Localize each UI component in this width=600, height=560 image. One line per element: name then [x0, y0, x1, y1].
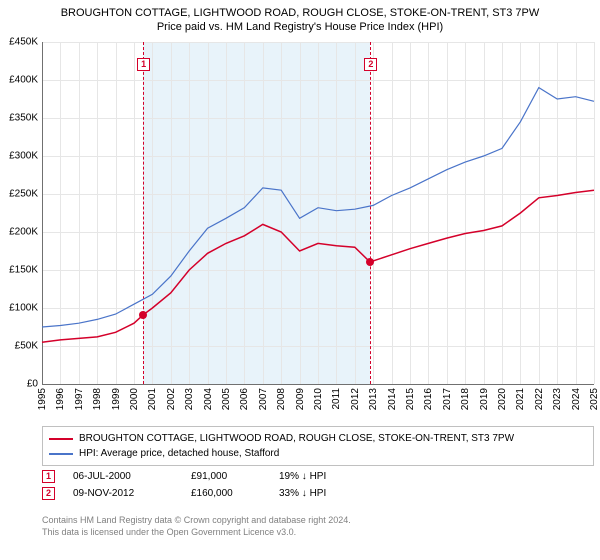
y-tick-label: £450K: [2, 37, 38, 48]
x-tick-label: 2002: [166, 388, 177, 410]
y-tick-label: £50K: [2, 341, 38, 352]
y-tick-label: £350K: [2, 113, 38, 124]
x-tick-label: 2017: [442, 388, 453, 410]
x-tick-label: 2000: [129, 388, 140, 410]
x-tick-label: 2015: [405, 388, 416, 410]
x-tick-label: 2003: [184, 388, 195, 410]
y-tick-label: £150K: [2, 265, 38, 276]
sales-date: 09-NOV-2012: [73, 488, 173, 499]
footer-line1: Contains HM Land Registry data © Crown c…: [42, 514, 351, 526]
x-tick-label: 1996: [55, 388, 66, 410]
sales-diff: 19% ↓ HPI: [279, 471, 359, 482]
x-tick-label: 1995: [37, 388, 48, 410]
sales-date: 06-JUL-2000: [73, 471, 173, 482]
x-tick-label: 2013: [368, 388, 379, 410]
x-tick-label: 2014: [387, 388, 398, 410]
sales-row: 2 09-NOV-2012 £160,000 33% ↓ HPI: [42, 485, 359, 502]
x-tick-label: 2007: [258, 388, 269, 410]
x-tick-label: 2001: [147, 388, 158, 410]
x-tick-label: 2024: [571, 388, 582, 410]
chart-footer: Contains HM Land Registry data © Crown c…: [42, 514, 351, 538]
x-tick-label: 1999: [111, 388, 122, 410]
series-line-hpi: [42, 88, 594, 327]
chart-legend: BROUGHTON COTTAGE, LIGHTWOOD ROAD, ROUGH…: [42, 426, 594, 466]
x-tick-label: 2009: [295, 388, 306, 410]
sales-price: £160,000: [191, 488, 261, 499]
x-tick-label: 2019: [479, 388, 490, 410]
chart-container: BROUGHTON COTTAGE, LIGHTWOOD ROAD, ROUGH…: [0, 0, 600, 560]
x-axis-line: [42, 384, 594, 385]
chart-plot-area: £0£50K£100K£150K£200K£250K£300K£350K£400…: [42, 42, 594, 384]
y-tick-label: £200K: [2, 227, 38, 238]
x-tick-label: 2010: [313, 388, 324, 410]
chart-lines-svg: [42, 42, 594, 384]
x-tick-label: 2006: [239, 388, 250, 410]
x-tick-label: 2004: [203, 388, 214, 410]
x-tick-label: 2018: [460, 388, 471, 410]
x-tick-label: 1998: [92, 388, 103, 410]
x-tick-label: 2011: [331, 388, 342, 410]
chart-title: BROUGHTON COTTAGE, LIGHTWOOD ROAD, ROUGH…: [0, 0, 600, 21]
x-tick-label: 2022: [534, 388, 545, 410]
x-tick-label: 2021: [515, 388, 526, 410]
legend-label: BROUGHTON COTTAGE, LIGHTWOOD ROAD, ROUGH…: [79, 431, 514, 446]
sales-badge: 2: [42, 487, 55, 500]
y-tick-label: £100K: [2, 303, 38, 314]
gridline-v: [594, 42, 595, 384]
y-tick-label: £300K: [2, 151, 38, 162]
y-tick-label: £400K: [2, 75, 38, 86]
x-tick-label: 2008: [276, 388, 287, 410]
sales-price: £91,000: [191, 471, 261, 482]
legend-swatch: [49, 453, 73, 455]
legend-swatch: [49, 438, 73, 440]
sales-badge: 1: [42, 470, 55, 483]
sale-point-dot: [366, 258, 374, 266]
sales-table: 1 06-JUL-2000 £91,000 19% ↓ HPI 2 09-NOV-2012…: [42, 468, 359, 502]
series-line-property: [42, 190, 594, 342]
sales-row: 1 06-JUL-2000 £91,000 19% ↓ HPI: [42, 468, 359, 485]
x-tick-label: 2016: [423, 388, 434, 410]
sale-point-dot: [139, 311, 147, 319]
footer-line2: This data is licensed under the Open Gov…: [42, 526, 351, 538]
chart-plot-wrap: £0£50K£100K£150K£200K£250K£300K£350K£400…: [42, 42, 594, 384]
legend-row: HPI: Average price, detached house, Staf…: [49, 446, 587, 461]
x-tick-label: 2025: [589, 388, 600, 410]
y-tick-label: £250K: [2, 189, 38, 200]
legend-label: HPI: Average price, detached house, Staf…: [79, 446, 279, 461]
x-tick-label: 2023: [552, 388, 563, 410]
x-tick-label: 1997: [74, 388, 85, 410]
chart-subtitle: Price paid vs. HM Land Registry's House …: [0, 21, 600, 37]
x-tick-label: 2012: [350, 388, 361, 410]
legend-row: BROUGHTON COTTAGE, LIGHTWOOD ROAD, ROUGH…: [49, 431, 587, 446]
sales-diff: 33% ↓ HPI: [279, 488, 359, 499]
x-tick-label: 2020: [497, 388, 508, 410]
x-tick-label: 2005: [221, 388, 232, 410]
y-tick-label: £0: [2, 379, 38, 390]
